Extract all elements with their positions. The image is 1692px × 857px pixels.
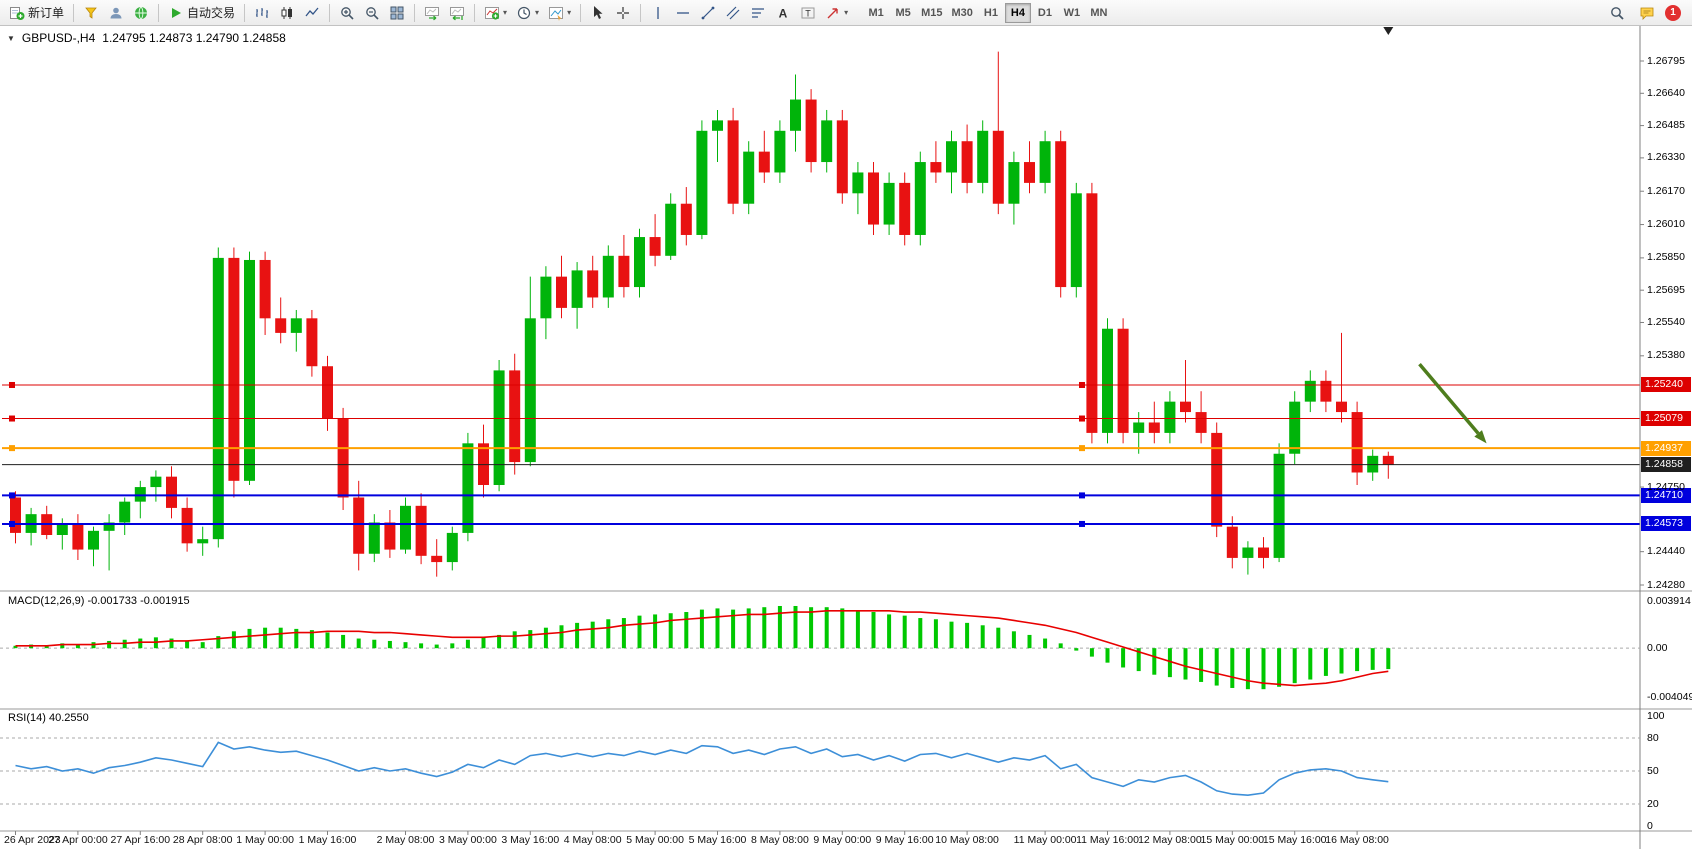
timeframe-m1[interactable]: M1 (863, 3, 889, 23)
candlestick-type-button[interactable] (275, 2, 299, 24)
toolbar-separator (158, 3, 160, 22)
dropdown-caret: ▾ (503, 7, 508, 17)
timeframe-toolbar: M1 M5 M15 M30 H1 H4 D1 W1 MN (863, 2, 1112, 23)
horizontal-line-tool-button[interactable] (671, 2, 695, 24)
templates-icon (549, 6, 564, 21)
dropdown-caret: ▾ (535, 7, 540, 17)
timeframe-m15[interactable]: M15 (917, 3, 946, 23)
auto-trading-button[interactable]: 自动交易 (164, 2, 239, 24)
search-button[interactable] (1605, 2, 1629, 24)
ohlc-values: 1.24795 1.24873 1.24790 1.24858 (102, 31, 286, 45)
arrows-tool-button[interactable]: ▾ (821, 2, 852, 24)
tile-windows-button[interactable] (385, 2, 409, 24)
toolbar-separator (329, 3, 331, 22)
timeframe-w1[interactable]: W1 (1059, 3, 1085, 23)
dropdown-caret: ▾ (567, 7, 572, 17)
trendline-icon (701, 6, 715, 19)
toolbar-separator (640, 3, 642, 22)
cursor-button[interactable] (586, 2, 610, 24)
chart-title: ▼ GBPUSD-,H4 1.24795 1.24873 1.24790 1.2… (7, 31, 286, 45)
yellow-marker-icon (85, 7, 97, 19)
crosshair-icon (617, 6, 630, 19)
auto-trading-icon (172, 7, 182, 18)
macd-label: MACD(12,26,9) -0.001733 -0.001915 (8, 595, 190, 607)
toolbar: 新订单 自动交易 (0, 0, 1692, 26)
chart-shift-icon (450, 6, 465, 20)
toolbar-separator (580, 3, 582, 22)
text-label-tool-button[interactable]: T (796, 2, 820, 24)
timeframe-m30[interactable]: M30 (948, 3, 977, 23)
chart-shift-button[interactable] (445, 2, 469, 24)
tile-windows-icon (390, 6, 404, 19)
timeframe-d1[interactable]: D1 (1032, 3, 1058, 23)
periods-icon (517, 6, 531, 19)
cursor-icon (594, 5, 603, 19)
market-watch-button[interactable] (79, 2, 103, 24)
chat-button[interactable] (1635, 2, 1659, 24)
indicators-button[interactable]: ▾ (480, 2, 511, 24)
new-order-button[interactable]: 新订单 (5, 2, 68, 24)
search-icon (1611, 6, 1624, 20)
timeframe-mn[interactable]: MN (1086, 3, 1112, 23)
notification-count: 1 (1670, 7, 1676, 18)
templates-button[interactable]: ▾ (544, 2, 575, 24)
vertical-line-icon (657, 6, 659, 19)
timeframe-m5[interactable]: M5 (890, 3, 916, 23)
new-order-icon (10, 6, 25, 20)
indicators-icon (485, 6, 500, 20)
channel-tool-button[interactable] (721, 2, 745, 24)
line-chart-type-icon (305, 7, 319, 16)
channel-icon (726, 6, 740, 19)
toolbar-separator (414, 3, 416, 22)
dropdown-caret: ▾ (844, 7, 849, 17)
new-order-label: 新订单 (28, 6, 65, 20)
candlestick-type-icon (281, 6, 293, 19)
zoom-in-icon (341, 6, 354, 20)
community-button[interactable] (129, 2, 153, 24)
rsi-label: RSI(14) 40.2550 (8, 712, 89, 724)
zoom-in-button[interactable] (335, 2, 359, 24)
bar-chart-type-button[interactable] (250, 2, 274, 24)
fibonacci-icon (752, 7, 765, 18)
timeframe-h4[interactable]: H4 (1004, 2, 1031, 23)
trend-arrow-annotation (1418, 363, 1480, 435)
toolbar-separator (73, 3, 75, 22)
svg-text:T: T (805, 8, 811, 18)
auto-scroll-button[interactable] (420, 2, 444, 24)
periods-button[interactable]: ▾ (512, 2, 543, 24)
auto-scroll-icon (425, 6, 440, 20)
zoom-out-icon (366, 6, 379, 20)
zoom-out-button[interactable] (360, 2, 384, 24)
timeframe-h1[interactable]: H1 (978, 3, 1004, 23)
text-icon: A (779, 6, 788, 20)
symbol-period-label: GBPUSD-,H4 (21, 31, 96, 45)
line-chart-type-button[interactable] (300, 2, 324, 24)
toolbar-right-group: 1 (1605, 2, 1687, 24)
collapse-triangle-icon[interactable]: ▼ (7, 33, 15, 43)
toolbar-separator (474, 3, 476, 22)
bar-chart-type-icon (256, 7, 269, 18)
toolbar-separator (244, 3, 246, 22)
text-label-icon: T (801, 7, 815, 18)
profile-icon (110, 7, 122, 18)
svg-text:A: A (779, 6, 788, 20)
fibonacci-tool-button[interactable] (746, 2, 770, 24)
trendline-tool-button[interactable] (696, 2, 720, 24)
chat-icon (1640, 7, 1654, 20)
horizontal-line-icon (677, 11, 690, 14)
accounts-button[interactable] (104, 2, 128, 24)
arrow-tool-icon (827, 7, 838, 18)
auto-trading-label: 自动交易 (187, 6, 236, 20)
community-icon (135, 6, 148, 19)
crosshair-button[interactable] (611, 2, 635, 24)
vertical-line-tool-button[interactable] (646, 2, 670, 24)
notification-badge[interactable]: 1 (1665, 4, 1681, 21)
text-tool-button[interactable]: A (771, 2, 795, 24)
